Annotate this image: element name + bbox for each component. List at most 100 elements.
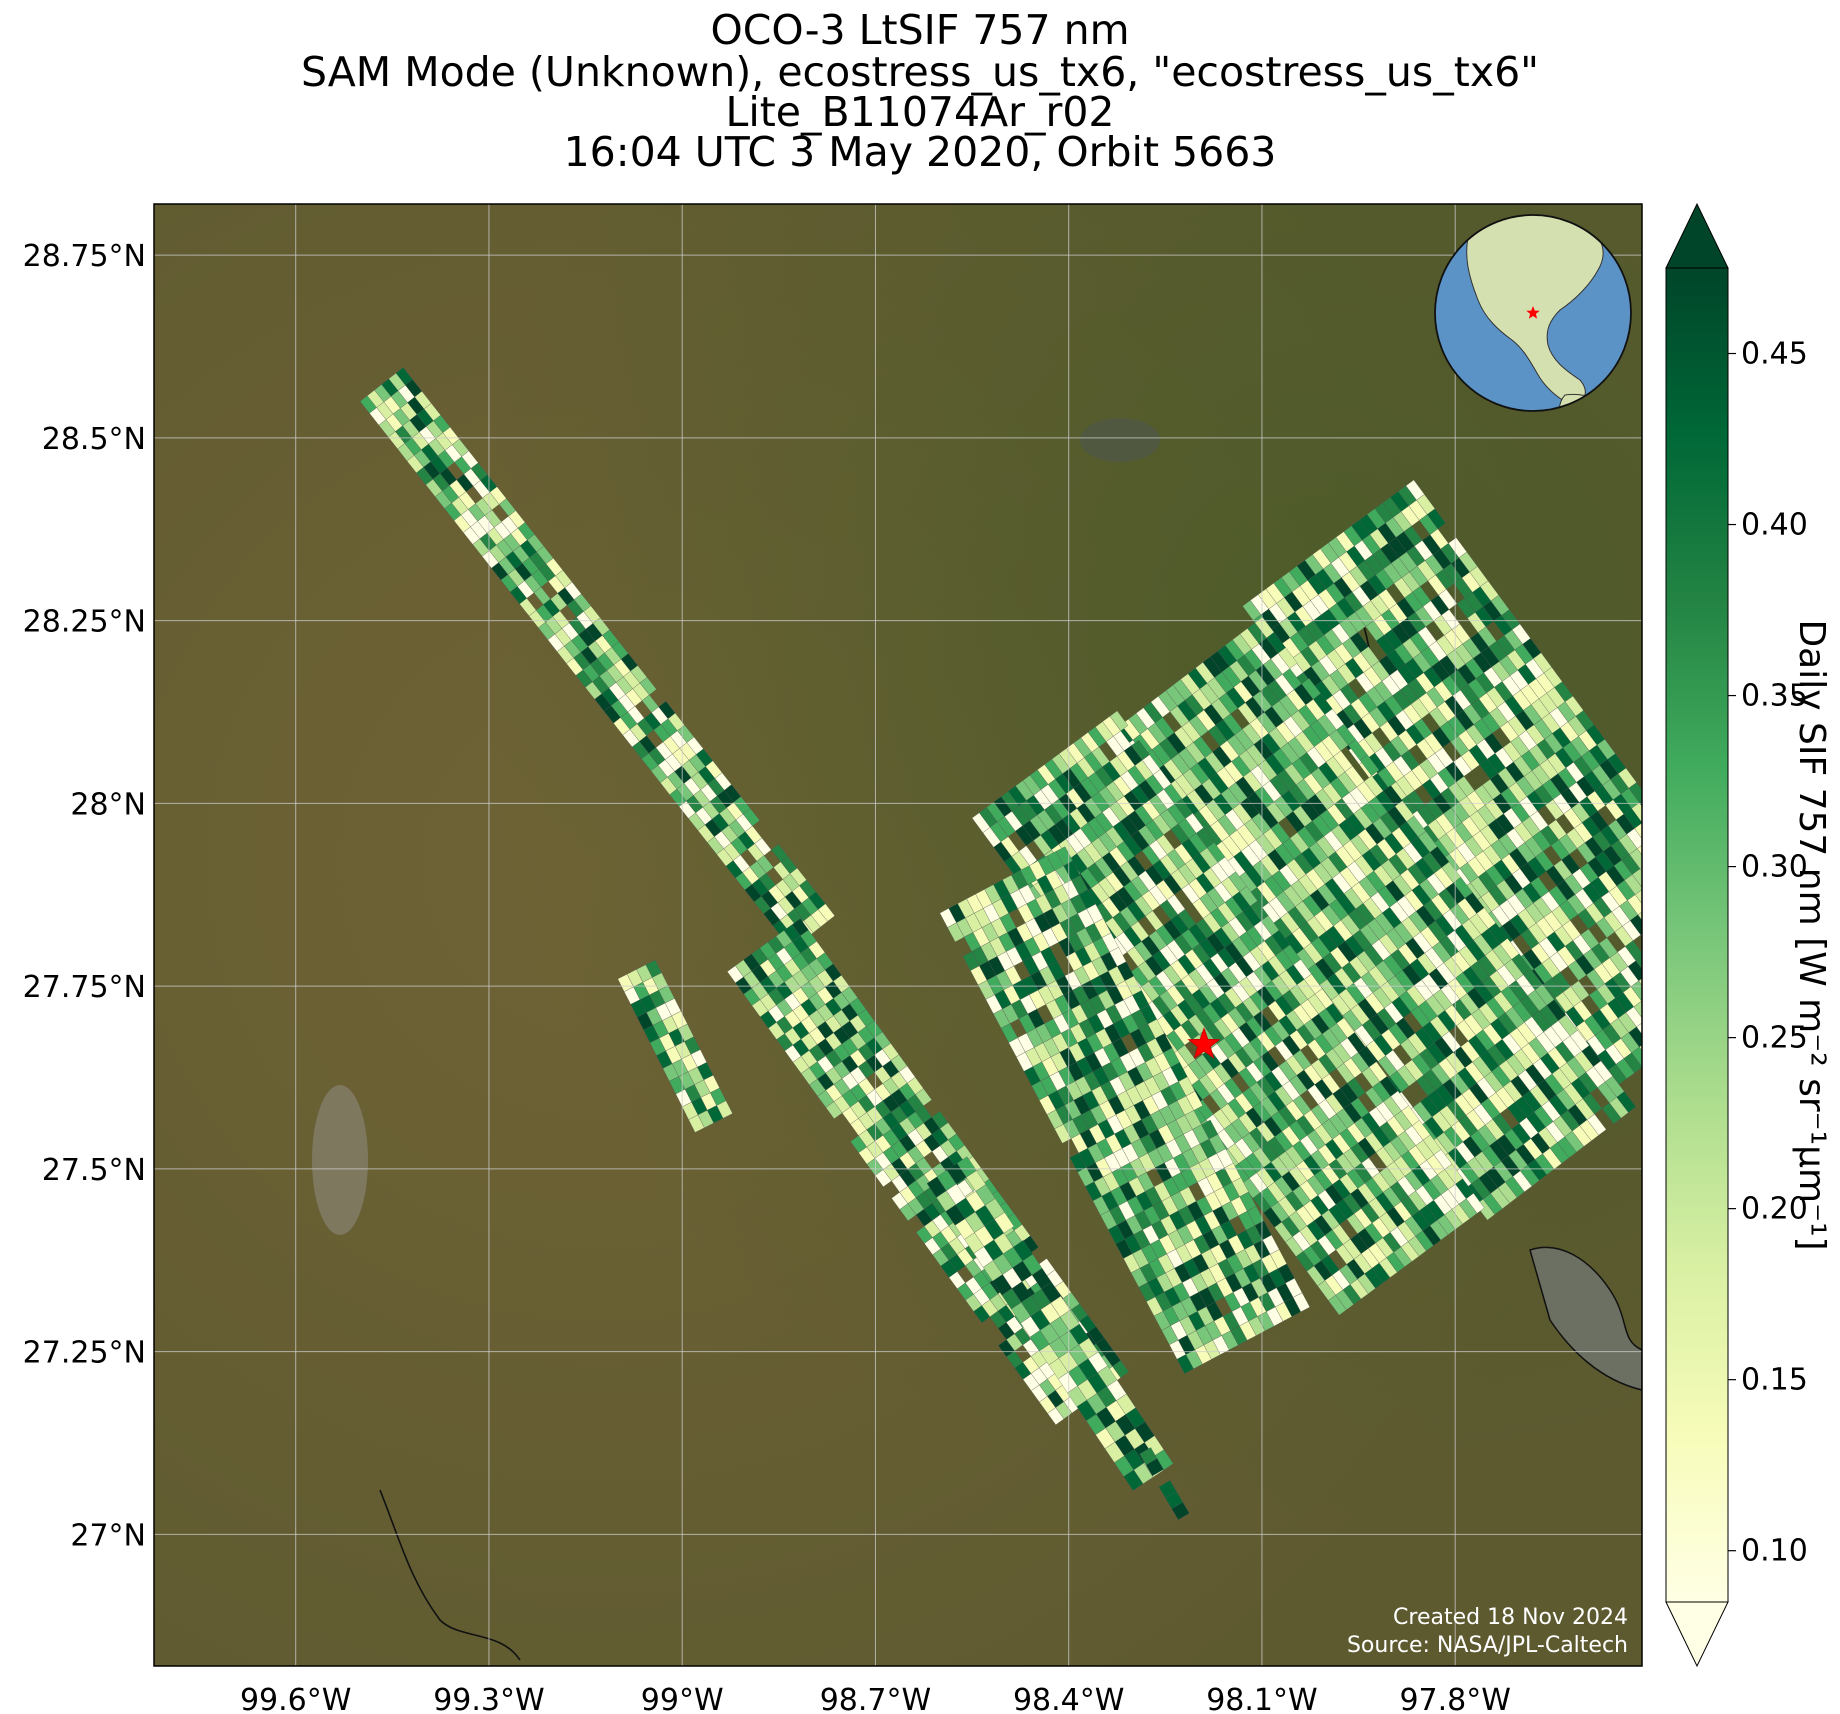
lat-tick-label: 28°N [70, 787, 146, 822]
colorbar-tick-label: 0.25 [1741, 1021, 1808, 1056]
sif-footprint [1623, 1052, 1642, 1074]
colorbar-tick-label: 0.45 [1741, 337, 1808, 372]
sif-footprint [1109, 710, 1129, 732]
sif-footprint [1426, 508, 1446, 530]
sif-footprint [1623, 808, 1642, 829]
city-area [312, 1085, 368, 1235]
sif-footprint [994, 1212, 1015, 1234]
colorbar-extend-min [1665, 1601, 1729, 1668]
sif-footprint [1112, 1360, 1130, 1378]
swath-left-small [617, 959, 733, 1133]
sif-footprint [1640, 933, 1642, 937]
sif-footprint [1627, 894, 1642, 916]
swath-northwest [359, 367, 835, 950]
map-title: OCO-3 LtSIF 757 nm [710, 6, 1130, 54]
sif-footprint [1649, 923, 1667, 943]
colorbar-tick-label: 0.15 [1741, 1363, 1808, 1398]
axis-tick-labels: 99.6°W 99.3°W 99°W 98.7°W 98.4°W 98.1°W 97.8°W… [23, 239, 1511, 1714]
created-credit: Created 18 Nov 2024 [1393, 1605, 1628, 1630]
colorbar: 0.10 0.15 0.20 0.25 0.30 0.35 0.40 0.45 Daily S… [1665, 202, 1832, 1668]
sif-footprint [1643, 883, 1661, 903]
swath-lower-center [939, 846, 1311, 1374]
sif-footprint [1625, 940, 1642, 962]
sif-footprint [1741, 967, 1759, 987]
sif-footprint [1634, 889, 1642, 905]
bay-coastline [1529, 1246, 1642, 1391]
lon-tick-label: 98.1°W [1206, 1683, 1317, 1714]
sif-footprint [1647, 1036, 1665, 1056]
colorbar-tick-label: 0.30 [1741, 850, 1808, 885]
sif-footprint [1641, 1000, 1642, 1002]
sif-footprint [1637, 844, 1642, 856]
swath-upper-middle [1113, 616, 1637, 1221]
sif-footprint [1730, 952, 1748, 972]
colorbar-gradient [1665, 267, 1729, 1603]
sif-footprint [1586, 1113, 1607, 1136]
sif-footprint [1628, 1026, 1642, 1048]
sif-footprint [1185, 1090, 1203, 1111]
colorbar-label: Daily SIF 757 nm [W m⁻² sr⁻¹μm⁻¹] [1791, 619, 1832, 1250]
sif-footprint [1733, 973, 1751, 993]
sif-footprint [1637, 911, 1642, 921]
map-subtitle-time: 16:04 UTC 3 May 2020, Orbit 5663 [563, 128, 1277, 176]
sif-footprint [817, 903, 835, 922]
lon-tick-label: 99.6°W [240, 1683, 351, 1714]
sif-footprint [1644, 1015, 1662, 1035]
lon-tick-label: 98.7°W [820, 1683, 931, 1714]
sif-footprint [1727, 932, 1745, 952]
sif-footprint [639, 677, 657, 696]
sif-footprint [1635, 956, 1642, 970]
sif-swaths [359, 367, 1766, 1521]
sif-footprint [1746, 941, 1764, 961]
sif-footprint [1629, 914, 1642, 936]
sif-footprint [915, 1088, 932, 1107]
sif-footprint [1647, 969, 1665, 989]
sif-footprint [1639, 867, 1642, 872]
colorbar-tick-label: 0.20 [1741, 1192, 1808, 1227]
lat-tick-label: 27.25°N [23, 1336, 146, 1371]
sif-footprint [1145, 1458, 1164, 1477]
sif-footprint [1616, 1091, 1637, 1113]
map-area: Created 18 Nov 2024 Source: NASA/JPL-Cal… [154, 204, 1766, 1666]
sif-footprint [1738, 947, 1756, 967]
map-gridlines [154, 204, 1642, 1666]
swath-upper-right [1242, 479, 1766, 1097]
sif-footprint [1466, 1193, 1485, 1214]
map-subtitle-file: Lite_B11074Ar_r02 [725, 88, 1115, 136]
map-subtitle-mode: SAM Mode (Unknown), ecostress_us_tx6, "e… [300, 48, 1540, 96]
sif-footprint [716, 1100, 733, 1119]
sif-footprint [1646, 903, 1664, 923]
sif-footprint [1631, 1046, 1642, 1068]
sif-footprint [1628, 782, 1642, 803]
lon-tick-label: 98.4°W [1013, 1683, 1124, 1714]
colorbar-tick-label: 0.40 [1741, 508, 1808, 543]
colorbar-ticks: 0.10 0.15 0.20 0.25 0.30 0.35 0.40 0.45 [1728, 337, 1808, 1569]
sif-footprint [742, 808, 760, 827]
sif-footprint [1748, 961, 1766, 981]
lat-tick-label: 27.75°N [23, 970, 146, 1005]
sif-footprint [1735, 927, 1753, 947]
globe-location-star-icon [1526, 306, 1540, 319]
target-star-icon [1187, 1027, 1221, 1059]
sif-footprint [1625, 1006, 1642, 1028]
map-frame [153, 203, 1643, 1667]
sif-footprint [1645, 837, 1663, 857]
lake [1080, 418, 1160, 462]
sif-footprint [1648, 857, 1666, 877]
sif-footprint [1641, 822, 1642, 823]
lat-tick-label: 28.5°N [42, 422, 146, 457]
sif-footprint [1629, 848, 1642, 870]
swath-tiny [1139, 1447, 1190, 1521]
sif-footprint [1644, 949, 1662, 969]
lon-tick-label: 97.8°W [1399, 1683, 1510, 1714]
colorbar-tick-label: 0.35 [1741, 679, 1808, 714]
colorbar-tick-label: 0.10 [1741, 1534, 1808, 1569]
sif-footprint [1359, 754, 1380, 776]
border-line [379, 1489, 521, 1661]
lon-tick-label: 99°W [641, 1683, 724, 1714]
lon-tick-label: 99.3°W [433, 1683, 544, 1714]
sif-footprint [1277, 647, 1298, 669]
lat-tick-label: 28.75°N [23, 239, 146, 274]
colorbar-extend-max [1665, 202, 1729, 269]
